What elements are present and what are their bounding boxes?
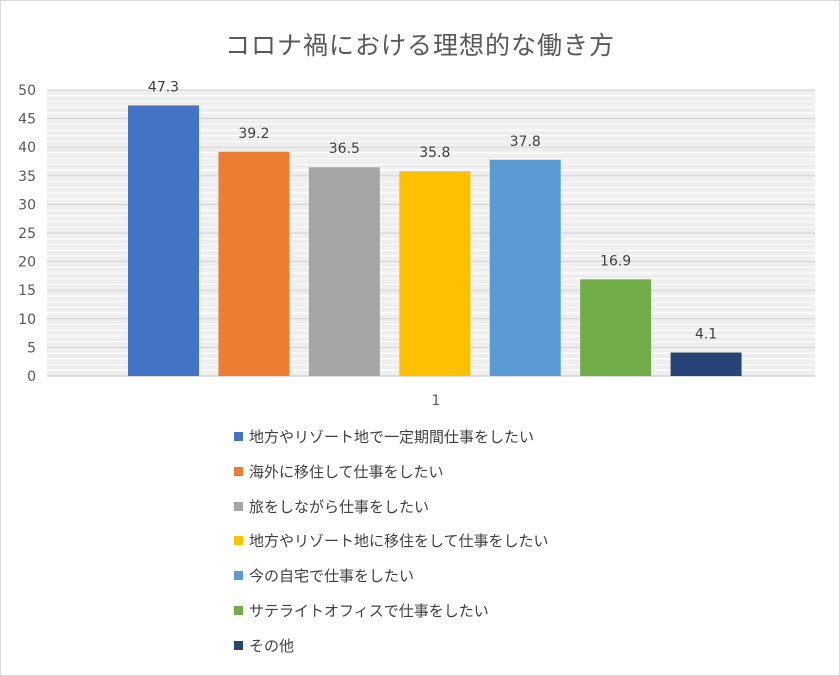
bar xyxy=(399,171,471,376)
data-label: 47.3 xyxy=(148,79,179,95)
data-label: 37.8 xyxy=(510,134,541,150)
legend-item: 地方やリゾート地に移住をして仕事をしたい xyxy=(234,530,549,551)
legend-swatch xyxy=(234,571,243,581)
data-label: 16.9 xyxy=(600,253,631,269)
bar xyxy=(580,279,652,376)
legend-item: その他 xyxy=(234,635,294,656)
y-tick-label: 30 xyxy=(18,197,36,213)
legend-label: 海外に移住して仕事をしたい xyxy=(249,462,444,481)
x-tick-label: 1 xyxy=(432,393,441,409)
y-tick-label: 35 xyxy=(18,169,36,185)
y-tick-label: 25 xyxy=(18,226,36,242)
legend-label: その他 xyxy=(249,636,295,655)
legend-label: サテライトオフィスで仕事をしたい xyxy=(249,602,489,620)
bar xyxy=(308,167,380,376)
legend-item: サテライトオフィスで仕事をしたい xyxy=(234,600,489,621)
legend-swatch xyxy=(234,606,243,615)
bar xyxy=(128,105,199,376)
data-label: 4.1 xyxy=(695,327,717,343)
y-tick-label: 5 xyxy=(27,340,36,356)
legend-item: 海外に移住して仕事をしたい xyxy=(234,461,444,482)
legend-swatch xyxy=(234,536,243,546)
legend-label: 今の自宅で仕事をしたい xyxy=(249,567,415,586)
y-tick-label: 10 xyxy=(18,312,36,328)
data-label: 39.2 xyxy=(238,126,269,142)
legend-item: 旅をしながら仕事をしたい xyxy=(234,496,429,517)
y-tick-label: 50 xyxy=(18,83,36,99)
y-tick-label: 45 xyxy=(18,112,36,128)
y-tick-label: 40 xyxy=(18,140,36,156)
bar-chart: 0 5 10 15 20 25 30 35 40 45 50 47.3 39.2 36.5 35.8 37.8… xyxy=(18,79,815,409)
y-tick-label: 15 xyxy=(18,283,36,299)
legend-swatch xyxy=(234,466,243,476)
bar xyxy=(218,151,290,376)
legend-item: 地方やリゾート地で一定期間仕事をしたい xyxy=(234,426,534,447)
y-tick-label: 0 xyxy=(27,369,36,385)
chart-title: コロナ禍における理想的な働き方 xyxy=(224,31,615,60)
legend-swatch xyxy=(234,432,243,441)
legend-item: 今の自宅で仕事をしたい xyxy=(234,565,414,586)
y-tick-label: 20 xyxy=(18,255,36,271)
bar xyxy=(489,159,561,376)
legend-swatch xyxy=(234,501,243,511)
data-label: 36.5 xyxy=(329,141,360,157)
legend-label: 地方やリゾート地で一定期間仕事をしたい xyxy=(249,428,535,446)
legend-label: 旅をしながら仕事をしたい xyxy=(249,497,430,516)
legend-label: 地方やリゾート地に移住をして仕事をしたい xyxy=(249,532,549,551)
data-label: 35.8 xyxy=(419,145,450,161)
bar xyxy=(670,352,742,376)
legend-swatch xyxy=(234,640,243,650)
